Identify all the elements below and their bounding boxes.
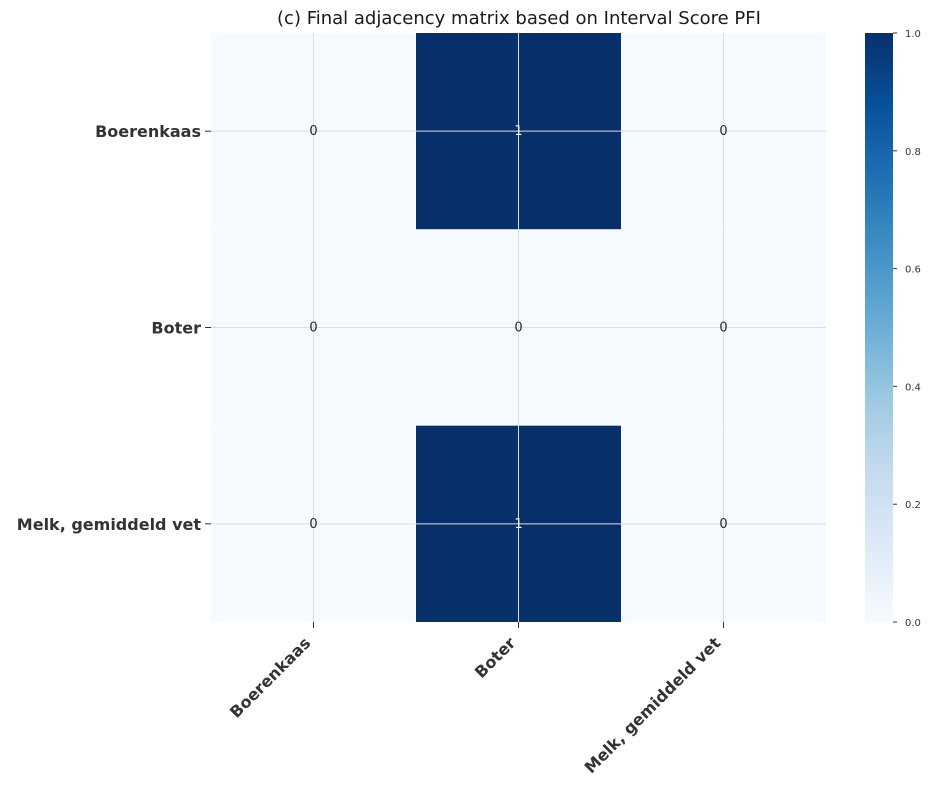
cell-value-label: 1 — [514, 517, 522, 532]
x-tick-label: Melk, gemiddeld vet — [581, 633, 725, 777]
cell-value-label: 0 — [719, 124, 727, 139]
x-axis: Boerenkaas Boter Melk, gemiddeld vet — [226, 622, 725, 777]
heatmap-cell-labels: 0 1 0 0 0 0 0 1 0 — [309, 124, 727, 532]
colorbar-tick-label: 0.6 — [905, 265, 921, 276]
colorbar-ticks: 0.0 0.2 0.4 0.6 0.8 1.0 — [893, 29, 921, 629]
cell-value-label: 0 — [514, 321, 522, 336]
cell-value-label: 0 — [309, 124, 317, 139]
y-axis: Boerenkaas Boter Melk, gemiddeld vet — [17, 122, 211, 534]
colorbar-tick-label: 0.4 — [905, 382, 921, 393]
colorbar-tick-label: 0.2 — [905, 500, 921, 511]
cell-value-label: 1 — [514, 124, 522, 139]
chart-title: (c) Final adjacency matrix based on Inte… — [277, 8, 761, 29]
cell-value-label: 0 — [719, 517, 727, 532]
colorbar-tick-label: 0.8 — [905, 147, 921, 158]
y-tick-label: Melk, gemiddeld vet — [17, 515, 202, 534]
heatmap-gridlines — [211, 33, 826, 622]
y-tick-label: Boter — [151, 319, 201, 338]
cell-value-label: 0 — [309, 517, 317, 532]
colorbar: 0.0 0.2 0.4 0.6 0.8 1.0 — [865, 29, 921, 629]
colorbar-gradient — [865, 33, 893, 622]
colorbar-tick-label: 0.0 — [905, 618, 921, 629]
cell-value-label: 0 — [719, 321, 727, 336]
y-tick-label: Boerenkaas — [95, 122, 201, 141]
cell-value-label: 0 — [309, 321, 317, 336]
colorbar-tick-label: 1.0 — [905, 29, 921, 40]
x-tick-label: Boerenkaas — [226, 633, 314, 721]
x-tick-label: Boter — [471, 633, 520, 682]
